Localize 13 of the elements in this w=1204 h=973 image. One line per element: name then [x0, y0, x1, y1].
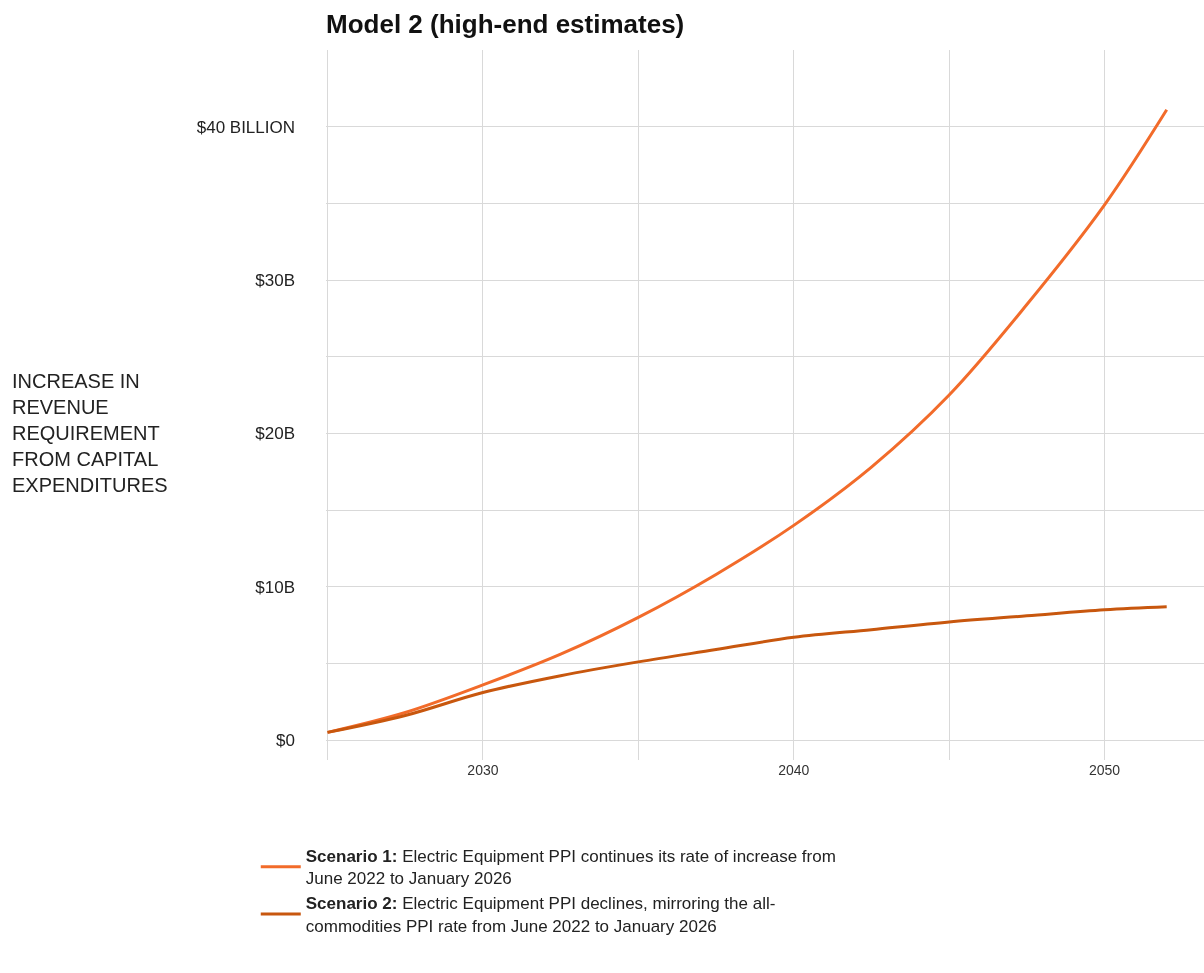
y-tick-label: $30B	[255, 270, 295, 290]
line-series	[326, 605, 1169, 734]
x-tick-label: 2030	[467, 762, 499, 778]
x-tick-label: 2040	[778, 762, 810, 778]
y-tick-label: $0	[276, 731, 295, 751]
x-tick-label: 2050	[1088, 762, 1121, 778]
chart-title: Model 2 (high-end estimates)	[326, 9, 685, 40]
legend-label: Scenario 1: Electric Equipment PPI continues its rate of increase from June 2022 to January 2026	[305, 847, 836, 889]
y-tick-label: $20B	[255, 424, 295, 444]
y-tick-label: $10B	[255, 577, 295, 597]
y-tick-label: $40 BILLION	[196, 117, 295, 137]
legend-label: Scenario 2: Electric Equipment PPI declines, mirroring the all-commodities PPI rate from June 2022 to January 2026	[305, 894, 776, 936]
y-axis-title: INCREASE IN REVENUE REQUIREMENT FROM CAPITAL EXPENDITURES	[12, 370, 168, 496]
